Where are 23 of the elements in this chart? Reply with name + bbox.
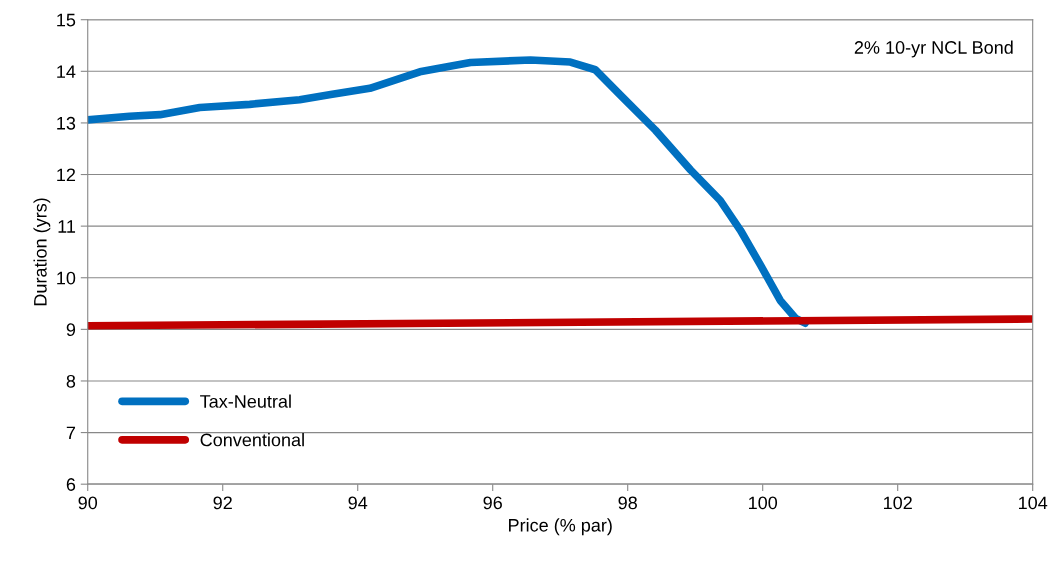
y-tick-label: 8 <box>66 374 76 388</box>
annotation: 2% 10-yr NCL Bond <box>854 40 1013 58</box>
y-tick-label: 12 <box>57 168 76 182</box>
y-tick-label: 13 <box>57 116 76 130</box>
x-tick-label: 100 <box>749 496 778 510</box>
x-tick-label: 96 <box>483 496 502 510</box>
y-tick-label: 9 <box>66 323 76 337</box>
y-tick-label: 15 <box>57 13 76 27</box>
y-tick-label: 10 <box>57 271 76 285</box>
y-tick-label: 11 <box>58 220 76 233</box>
x-tick-label: 104 <box>1019 496 1048 510</box>
x-tick-label: 94 <box>348 496 368 510</box>
y-axis-title: Duration (yrs) <box>33 198 51 306</box>
x-tick-label: 102 <box>884 496 912 510</box>
y-tick-label: 6 <box>66 478 76 491</box>
x-tick-label: 92 <box>213 496 232 510</box>
x-tick-label: 90 <box>78 496 98 510</box>
legend-label: Conventional <box>200 433 304 447</box>
x-axis-title: Price (% par) <box>509 518 612 536</box>
legend-label: Tax-Neutral <box>200 394 291 408</box>
x-tick-label: 98 <box>618 496 637 510</box>
y-tick-label: 14 <box>57 65 76 78</box>
y-tick-label: 7 <box>66 426 76 440</box>
